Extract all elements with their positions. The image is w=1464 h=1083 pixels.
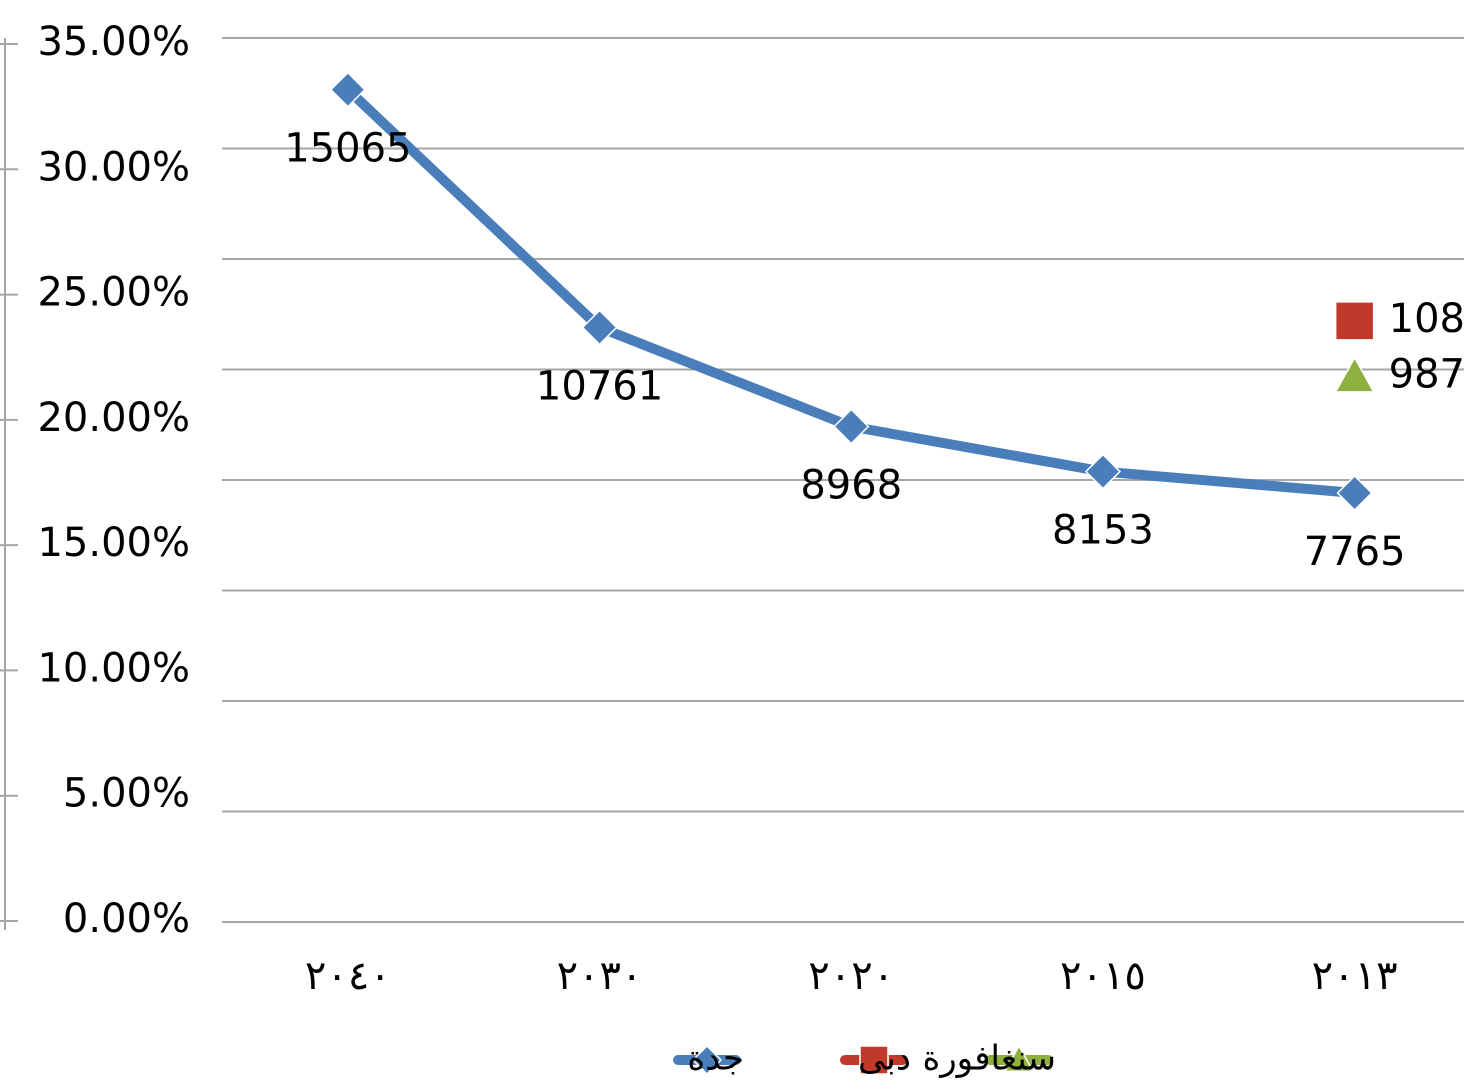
legend-label: سنغافورة: [922, 1039, 1056, 1079]
x-tick-label: ٢٠٣٠: [557, 953, 643, 999]
data-label: 10761: [536, 363, 663, 409]
y-tick-label: 10.00%: [37, 645, 190, 691]
y-tick-label: 15.00%: [37, 520, 190, 566]
y-tick-label: 0.00%: [63, 896, 190, 942]
y-tick-label: 30.00%: [37, 144, 190, 190]
x-tick-label: ٢٠٢٠: [808, 953, 894, 999]
x-tick-label: ٢٠١٣: [1312, 953, 1398, 999]
y-tick-label: 5.00%: [63, 771, 190, 817]
legend-marker: [859, 1045, 889, 1075]
data-point: [581, 309, 618, 346]
data-point: [1084, 453, 1122, 490]
legend-marker: [691, 1044, 723, 1076]
data-label: 15065: [284, 126, 411, 172]
data-label: 7765: [1304, 529, 1406, 575]
data-label: 10880: [1389, 296, 1464, 342]
data-point: [1334, 356, 1375, 393]
data-label: 9870: [1389, 352, 1464, 398]
data-point: [329, 71, 366, 108]
data-label: 8153: [1052, 508, 1154, 554]
data-point: [1336, 474, 1373, 512]
x-tick-label: ٢٠٤٠: [305, 953, 391, 999]
legend-label: دبى: [858, 1039, 911, 1079]
y-tick-label: 20.00%: [37, 395, 190, 441]
data-label: 8968: [800, 463, 902, 509]
data-point: [1334, 301, 1375, 341]
y-tick-label: 25.00%: [37, 270, 190, 316]
legend-marker: [1003, 1044, 1035, 1072]
legend-label: جدة: [687, 1039, 744, 1079]
data-point: [833, 408, 870, 445]
x-tick-label: ٢٠١٥: [1060, 953, 1146, 999]
y-tick-label: 35.00%: [37, 19, 190, 65]
